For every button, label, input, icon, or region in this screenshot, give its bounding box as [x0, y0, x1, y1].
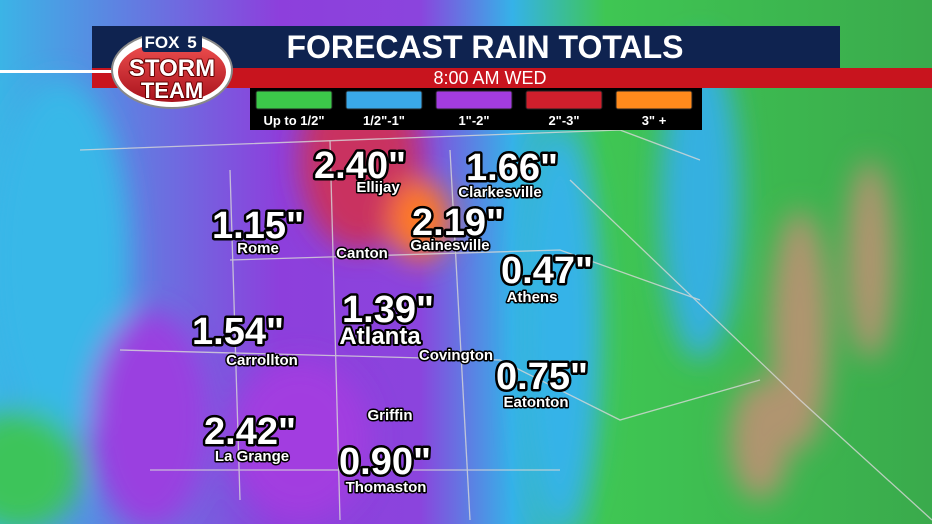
- legend-label: Up to 1/2": [263, 113, 324, 128]
- logo-channel: 5: [187, 33, 196, 52]
- city-name: Covington: [419, 347, 493, 364]
- legend-swatch: [255, 90, 333, 110]
- legend-swatch: [345, 90, 423, 110]
- city-name: Thomaston: [346, 479, 427, 496]
- city-name: Eatonton: [504, 394, 569, 411]
- city-name: Griffin: [368, 407, 413, 424]
- rain-amount: 2.42": [204, 411, 296, 453]
- legend-swatch: [525, 90, 603, 110]
- legend-label: 1"-2": [458, 113, 489, 128]
- city-name: Carrollton: [226, 352, 298, 369]
- legend-label: 2"-3": [548, 113, 579, 128]
- rain-bands: [0, 40, 894, 524]
- logo-rule: [0, 70, 120, 73]
- time: 8:00 AM WED: [433, 68, 546, 88]
- logo-line1: STORM: [129, 55, 215, 82]
- legend-swatch: [435, 90, 513, 110]
- city-name: La Grange: [215, 448, 289, 465]
- city-name: Clarkesville: [458, 184, 541, 201]
- rain-amount: 0.75": [496, 356, 588, 398]
- logo-inner: [118, 42, 226, 102]
- rain-amount: 0.47": [501, 250, 593, 292]
- logo-brand: FOX: [145, 33, 181, 52]
- rain-amount: 1.54": [192, 311, 284, 353]
- logo-line2: TEAM: [141, 78, 203, 103]
- legend-label: 3" +: [642, 113, 667, 128]
- legend-label: 1/2"-1": [363, 113, 405, 128]
- city-name: Ellijay: [356, 179, 400, 196]
- logo-top: [142, 30, 202, 52]
- city-name: Rome: [237, 240, 279, 257]
- city-name: Athens: [507, 289, 558, 306]
- city-name: Canton: [336, 245, 388, 262]
- rain-amount: 1.15": [212, 205, 304, 247]
- city-name: Atlanta: [339, 323, 421, 350]
- rain-amount: 2.19": [412, 202, 504, 244]
- time-bar: [92, 68, 932, 88]
- rain-amount: 1.66": [466, 147, 558, 189]
- rain-amount: 0.90": [339, 441, 431, 483]
- rain-amount: 2.40": [314, 145, 406, 187]
- legend-swatch: [615, 90, 693, 110]
- rain-amount: 1.39": [342, 289, 434, 331]
- city-name: Gainesville: [410, 237, 489, 254]
- title: FORECAST RAIN TOTALS: [286, 29, 683, 65]
